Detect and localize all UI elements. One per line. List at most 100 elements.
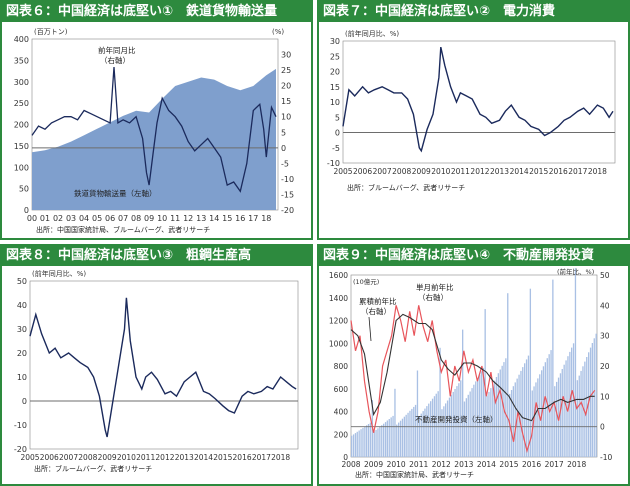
y-left-tick-label: 0 xyxy=(24,206,29,215)
y-right-tick-label: 10 xyxy=(281,113,291,122)
bar-real-estate-investment xyxy=(475,381,477,457)
bar-real-estate-investment xyxy=(522,367,524,457)
y-tick-label: 30 xyxy=(330,37,340,46)
bar-real-estate-investment xyxy=(584,361,586,457)
y-left-unit: (10億元) xyxy=(353,277,379,286)
x-tick-label: 2012 xyxy=(470,167,489,176)
x-tick-label: 18 xyxy=(261,214,271,223)
panel-title: 図表７：中国経済は底堅い② 電力消費 xyxy=(319,2,628,22)
plot-frame xyxy=(342,40,616,164)
bar-real-estate-investment xyxy=(409,410,411,457)
bar-real-estate-investment xyxy=(460,380,462,457)
y-left-tick-label: 0 xyxy=(343,453,348,462)
bar-real-estate-investment xyxy=(556,381,558,457)
bar-real-estate-investment xyxy=(362,427,364,457)
bar-real-estate-investment xyxy=(520,370,522,457)
y-tick-label: -10 xyxy=(327,159,340,168)
x-tick-label: 11 xyxy=(170,214,180,223)
bar-real-estate-investment xyxy=(589,347,592,457)
bar-real-estate-investment xyxy=(383,423,385,457)
x-tick-label: 07 xyxy=(118,214,128,223)
bar-real-estate-investment xyxy=(469,391,471,457)
x-tick-label: 03 xyxy=(66,214,76,223)
bar-real-estate-investment xyxy=(527,355,530,457)
y-right-tick-label: -15 xyxy=(281,190,294,199)
bar-real-estate-investment xyxy=(580,370,582,457)
source-note: 出所：中国国家統計局、ブルームバーグ、武者リサーチ xyxy=(36,225,210,234)
x-tick-label: 2011 xyxy=(409,460,428,469)
real-estate-chart: 0 200 400 600 800 1000 1200 1400 1600 -10 0 10 20 30 4… xyxy=(329,267,613,479)
panel-title: 図表６：中国経済は底堅い① 鉄道貨物輸送量 xyxy=(2,2,311,22)
bar-real-estate-investment xyxy=(463,401,466,457)
annotation-yoy: 前年同月比 xyxy=(98,45,136,55)
bar-real-estate-investment xyxy=(443,406,445,457)
series-line-yoy xyxy=(342,46,614,153)
y-left-tick-label: 600 xyxy=(334,385,349,394)
bar-real-estate-investment xyxy=(377,428,379,457)
bar-real-estate-investment xyxy=(467,394,469,457)
bar-real-estate-investment xyxy=(364,426,366,457)
series-line-yoy xyxy=(31,66,277,193)
x-tick-label: 2014 xyxy=(477,460,496,469)
y-left-tick-label: 100 xyxy=(14,163,29,172)
bar-real-estate-investment xyxy=(375,429,377,457)
bar-real-estate-investment xyxy=(352,434,355,457)
y-right-tick-label: 0 xyxy=(600,423,605,432)
y-left-tick-label: 350 xyxy=(14,56,29,65)
bar-real-estate-investment xyxy=(490,388,492,457)
x-tick-label: 2012 xyxy=(155,453,174,462)
x-tick-label: 05 xyxy=(92,214,102,223)
x-tick-label: 2018 xyxy=(588,167,607,176)
bar-real-estate-investment xyxy=(458,383,460,457)
chart-panel-crude-steel: 図表８：中国経済は底堅い③ 粗鋼生産高 -20 -10 0 10 20 30 40 50 200… xyxy=(0,244,313,486)
series-line-yoy xyxy=(29,297,297,438)
x-tick-label: 14 xyxy=(209,214,219,223)
bar-real-estate-investment xyxy=(529,288,532,457)
y-tick-label: 20 xyxy=(330,68,340,77)
bar-real-estate-investment xyxy=(411,408,413,457)
bar-real-estate-investment xyxy=(578,375,580,457)
y-right-tick-label: -10 xyxy=(281,175,294,184)
source-note: 出所：中国国家統計局、武者リサーチ xyxy=(355,470,474,479)
x-tick-label: 2005 xyxy=(20,453,39,462)
x-tick-label: 2009 xyxy=(412,167,431,176)
bar-real-estate-investment xyxy=(435,393,437,457)
y-tick-label: 25 xyxy=(330,52,340,61)
bar-real-estate-investment xyxy=(576,380,579,457)
bar-real-estate-investment xyxy=(388,419,390,457)
bar-real-estate-investment xyxy=(403,416,406,457)
panel-title: 図表９：中国経済は底堅い④ 不動産開発投資 xyxy=(319,246,628,266)
bar-real-estate-investment xyxy=(569,351,571,457)
bar-real-estate-investment xyxy=(426,406,428,457)
x-tick-label: 2017 xyxy=(545,460,564,469)
bar-real-estate-investment xyxy=(574,268,577,457)
x-tick-label: 2013 xyxy=(454,460,473,469)
y-left-tick-label: 1200 xyxy=(329,317,348,326)
annotation-bars: 不動産開発投資（左軸） xyxy=(415,414,498,424)
bar-real-estate-investment xyxy=(401,418,404,457)
annotation-arrow-cumulative xyxy=(368,316,372,342)
bar-real-estate-investment xyxy=(493,380,496,457)
bar-real-estate-investment xyxy=(563,364,565,457)
bar-real-estate-investment xyxy=(567,356,569,457)
y-left-tick-label: 1000 xyxy=(329,339,348,348)
y-tick-label: 50 xyxy=(17,277,27,286)
bar-real-estate-investment xyxy=(373,431,375,457)
y-left-tick-label: 250 xyxy=(14,99,29,108)
rail-freight-chart: 050100150200250300350400-20-15-10-505101… xyxy=(14,28,294,234)
x-tick-label: 2013 xyxy=(490,167,509,176)
bar-real-estate-investment xyxy=(428,403,430,457)
x-tick-label: 2017 xyxy=(568,167,587,176)
bar-real-estate-investment xyxy=(431,398,434,457)
x-tick-label: 17 xyxy=(248,214,258,223)
bar-real-estate-investment xyxy=(441,409,443,457)
y-tick-label: -20 xyxy=(14,445,27,454)
bar-real-estate-investment xyxy=(478,374,481,457)
x-tick-label: 2006 xyxy=(40,453,59,462)
bar-real-estate-investment xyxy=(448,397,451,457)
annotation-monthly-axis: （右軸） xyxy=(418,292,448,302)
bar-real-estate-investment xyxy=(593,338,595,457)
bar-real-estate-investment xyxy=(450,394,453,457)
source-note: 出所：ブルームバーグ、武者リサーチ xyxy=(34,464,152,473)
